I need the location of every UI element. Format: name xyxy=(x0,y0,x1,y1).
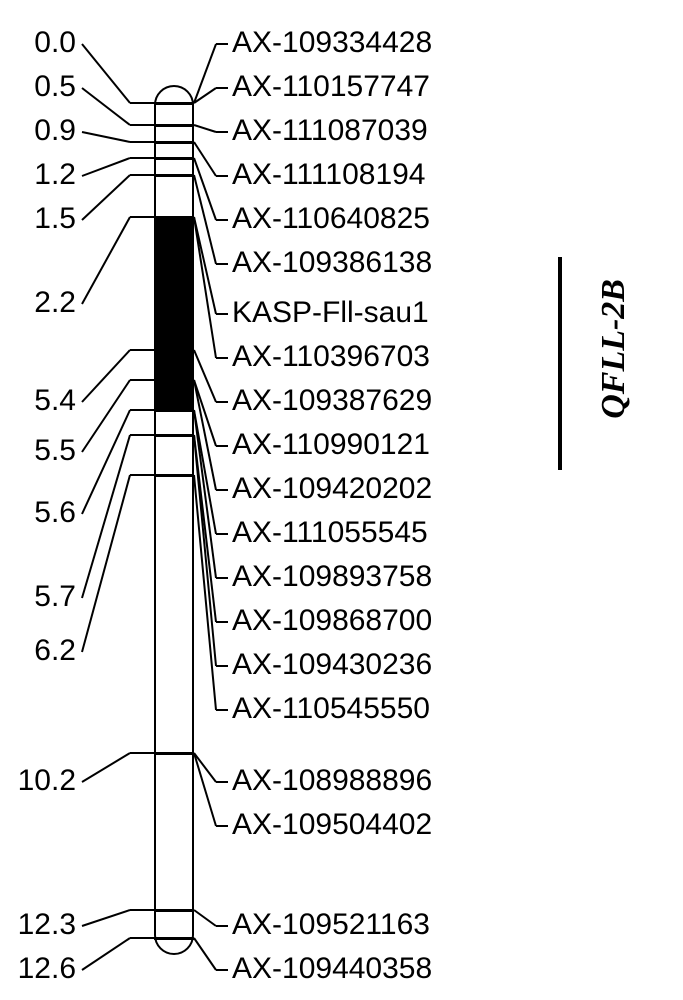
cm-position-label: 5.7 xyxy=(6,580,76,614)
marker-band xyxy=(154,909,194,912)
marker-name-label: AX-109868700 xyxy=(232,604,432,638)
marker-name-label: AX-108988896 xyxy=(232,764,432,798)
marker-band xyxy=(154,174,194,177)
cm-position-label: 1.2 xyxy=(6,158,76,192)
cm-position-label: 0.0 xyxy=(6,26,76,60)
marker-band xyxy=(154,141,194,144)
marker-name-label: AX-110157747 xyxy=(232,70,430,104)
cm-position-label: 10.2 xyxy=(6,764,76,798)
marker-name-label: AX-109334428 xyxy=(232,26,432,60)
marker-name-label: AX-109386138 xyxy=(232,246,432,280)
marker-name-label: AX-109521163 xyxy=(232,908,430,942)
cm-position-label: 5.5 xyxy=(6,434,76,468)
marker-band xyxy=(154,434,194,437)
marker-band xyxy=(154,216,194,219)
marker-band xyxy=(154,752,194,755)
marker-band xyxy=(154,379,194,382)
cm-position-label: 2.2 xyxy=(6,286,76,320)
marker-band xyxy=(154,157,194,160)
marker-name-label: AX-111108194 xyxy=(232,158,426,192)
linkage-map-diagram: QFLL-2B 0.0 AX-109334428 AX-110157747 0.5 AX… xyxy=(0,0,683,1000)
qtl-label: QFLL-2B xyxy=(595,279,633,419)
marker-name-label: AX-109440358 xyxy=(232,952,432,986)
cm-position-label: 1.5 xyxy=(6,202,76,236)
marker-band xyxy=(154,349,194,352)
marker-name-label: AX-110640825 xyxy=(232,202,430,236)
marker-name-label: AX-110545550 xyxy=(232,692,430,726)
cm-position-label: 5.4 xyxy=(6,384,76,418)
cm-position-label: 12.3 xyxy=(6,908,76,942)
cm-position-label: 0.5 xyxy=(6,70,76,104)
marker-name-label: AX-109504402 xyxy=(232,808,432,842)
marker-name-label: AX-109430236 xyxy=(232,648,432,682)
marker-name-label: AX-110990121 xyxy=(232,428,430,462)
marker-band xyxy=(154,409,194,412)
marker-name-label: AX-111055545 xyxy=(232,516,428,550)
marker-band xyxy=(154,474,194,477)
cm-position-label: 6.2 xyxy=(6,634,76,668)
marker-name-label: AX-110396703 xyxy=(232,340,430,374)
marker-band xyxy=(154,937,194,940)
cm-position-label: 0.9 xyxy=(6,114,76,148)
marker-band xyxy=(154,124,194,127)
marker-name-label: AX-109420202 xyxy=(232,472,432,506)
cm-position-label: 12.6 xyxy=(6,952,76,986)
marker-name-label: AX-111087039 xyxy=(232,114,428,148)
marker-name-label: AX-109387629 xyxy=(232,384,432,418)
marker-name-label: AX-109893758 xyxy=(232,560,432,594)
marker-band xyxy=(154,102,194,105)
cm-position-label: 5.6 xyxy=(6,496,76,530)
marker-name-label: KASP-Fll-sau1 xyxy=(232,296,429,330)
